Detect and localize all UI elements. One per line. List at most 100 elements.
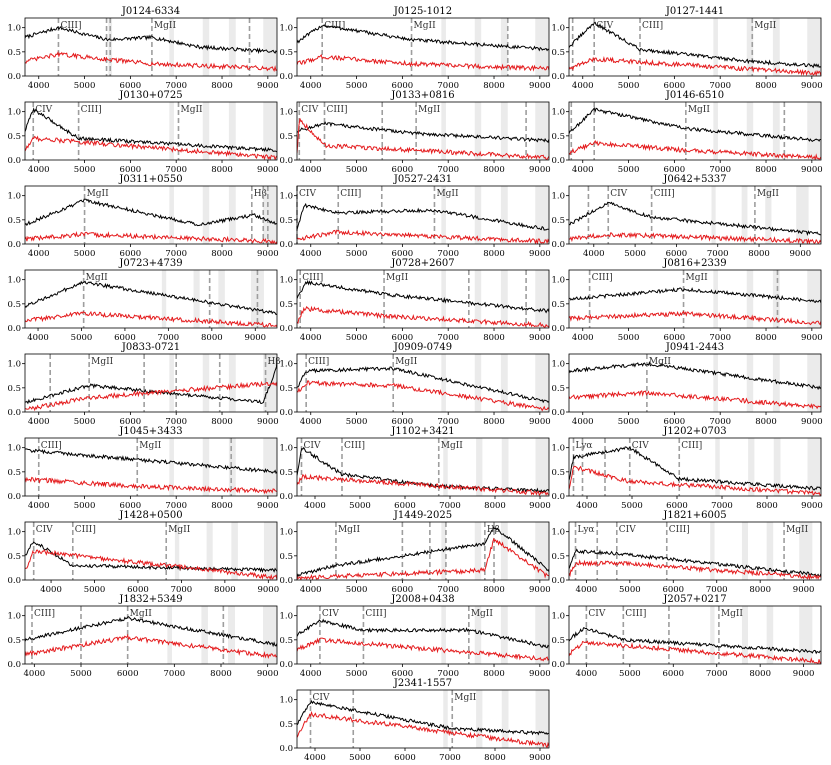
telluric-band bbox=[746, 270, 754, 328]
y-tick-label: 0.0 bbox=[551, 156, 565, 166]
spectrum-panel: CIV CIII] MgII 4000 5000 6000 7000 8000 9000 0.0 0… bbox=[551, 594, 822, 679]
x-tick-label: 7000 bbox=[437, 585, 459, 595]
telluric-band bbox=[807, 354, 821, 412]
x-tick-label: 8000 bbox=[749, 585, 771, 595]
telluric-band bbox=[713, 102, 718, 160]
line-label: MgII bbox=[471, 609, 494, 619]
panel-title: J0941-2443 bbox=[665, 342, 724, 353]
line-label: CIV bbox=[35, 105, 52, 115]
telluric-band bbox=[500, 18, 508, 76]
telluric-band bbox=[741, 522, 749, 580]
spectrum-panel: CIII] MgII 4000 5000 6000 7000 8000 9000 0.0 0.5 1… bbox=[279, 342, 550, 427]
line-label: CIII] bbox=[302, 273, 323, 283]
black-spectrum-line bbox=[25, 25, 277, 55]
x-tick-label: 6000 bbox=[666, 501, 688, 511]
line-label: MgII bbox=[441, 441, 464, 451]
black-spectrum-line bbox=[297, 699, 549, 736]
x-tick-label: 7000 bbox=[437, 669, 459, 679]
x-tick-label: 9000 bbox=[529, 501, 551, 511]
y-tick-label: 0.5 bbox=[279, 636, 293, 646]
telluric-band bbox=[263, 186, 277, 244]
panel-title: J1102+3421 bbox=[390, 426, 454, 437]
x-tick-label: 8000 bbox=[484, 753, 506, 763]
x-tick-label: 7000 bbox=[158, 333, 180, 343]
x-tick-label: 4000 bbox=[572, 81, 594, 91]
y-tick-label: 0.5 bbox=[279, 48, 293, 58]
plot-frame bbox=[24, 437, 278, 497]
panel-title: J0833-0721 bbox=[121, 342, 180, 353]
black-spectrum-line bbox=[297, 121, 549, 144]
black-spectrum-line bbox=[297, 526, 549, 578]
telluric-band bbox=[441, 186, 446, 244]
x-tick-label: 5000 bbox=[618, 417, 640, 427]
spectrum-panel: CIV CIII] MgII 4000 5000 6000 7000 8000 9000 0.0 0… bbox=[279, 174, 550, 259]
line-label: MgII bbox=[436, 189, 459, 199]
panel-title: J0723+4739 bbox=[118, 258, 182, 269]
panel-title: J0642+5337 bbox=[662, 174, 726, 185]
x-tick-label: 7000 bbox=[707, 249, 729, 259]
y-tick-label: 1.0 bbox=[7, 276, 21, 286]
x-tick-label: 5000 bbox=[346, 417, 368, 427]
line-label: CIII] bbox=[326, 105, 347, 115]
panel-title: J1832+5349 bbox=[118, 594, 182, 605]
y-tick-label: 1.0 bbox=[551, 612, 565, 622]
black-spectrum-line bbox=[25, 107, 277, 153]
telluric-band bbox=[807, 102, 821, 160]
telluric-band bbox=[263, 606, 277, 664]
telluric-band bbox=[535, 522, 549, 580]
x-tick-label: 6000 bbox=[120, 249, 142, 259]
x-tick-label: 6000 bbox=[392, 669, 414, 679]
x-tick-label: 7000 bbox=[709, 81, 731, 91]
x-tick-label: 5000 bbox=[349, 753, 371, 763]
spectrum-panel: CIV CIII] MgII 4000 5000 6000 7000 8000 9000 0.0 0… bbox=[551, 174, 822, 259]
telluric-band bbox=[535, 438, 549, 496]
y-tick-label: 0.5 bbox=[7, 48, 21, 58]
line-label: MgII bbox=[649, 357, 672, 367]
red-spectrum-line bbox=[569, 231, 821, 244]
x-tick-label: 5000 bbox=[346, 165, 368, 175]
line-label: MgII bbox=[130, 609, 153, 619]
black-spectrum-line bbox=[297, 202, 549, 231]
y-tick-label: 0.0 bbox=[7, 324, 21, 334]
y-tick-label: 0.5 bbox=[7, 636, 21, 646]
y-tick-label: 0.5 bbox=[7, 468, 21, 478]
black-spectrum-line bbox=[569, 106, 821, 143]
line-label: CIII] bbox=[75, 525, 96, 535]
line-label: CIV bbox=[304, 441, 321, 451]
spectrum-panel: Lyα CIV CIII] 4000 5000 6000 7000 8000 9000 0.0 0.… bbox=[551, 426, 822, 511]
line-label: MgII bbox=[86, 273, 109, 283]
line-label: MgII bbox=[454, 693, 477, 703]
x-tick-label: 4000 bbox=[27, 333, 49, 343]
telluric-band bbox=[772, 18, 780, 76]
telluric-band bbox=[535, 270, 549, 328]
y-tick-label: 0.5 bbox=[551, 384, 565, 394]
y-tick-label: 0.5 bbox=[7, 384, 21, 394]
line-label: CIII] bbox=[340, 189, 361, 199]
x-tick-label: 6000 bbox=[120, 165, 142, 175]
x-tick-label: 4000 bbox=[300, 417, 322, 427]
panel-title: J1821+6005 bbox=[662, 510, 726, 521]
telluric-band bbox=[263, 18, 277, 76]
telluric-band bbox=[443, 690, 448, 748]
plot-frame bbox=[568, 353, 822, 413]
x-tick-label: 7000 bbox=[437, 417, 459, 427]
panel-title: J0816+2339 bbox=[662, 258, 726, 269]
spectrum-panel: CIV CIII] MgII 4000 5000 6000 7000 8000 9000 0.0 0… bbox=[279, 426, 550, 511]
red-spectrum-line bbox=[297, 537, 549, 580]
telluric-band bbox=[500, 102, 508, 160]
telluric-band bbox=[228, 354, 236, 412]
y-tick-label: 1.0 bbox=[279, 276, 293, 286]
y-tick-label: 1.0 bbox=[551, 276, 565, 286]
red-spectrum-line bbox=[25, 633, 277, 659]
x-tick-label: 5000 bbox=[349, 501, 371, 511]
y-tick-label: 1.0 bbox=[551, 192, 565, 202]
plot-frame bbox=[568, 269, 822, 329]
plot-frame bbox=[24, 101, 278, 161]
x-tick-label: 4000 bbox=[40, 585, 62, 595]
y-tick-label: 1.0 bbox=[551, 528, 565, 538]
telluric-band bbox=[772, 102, 780, 160]
x-tick-label: 7000 bbox=[439, 501, 461, 511]
y-tick-label: 0.5 bbox=[551, 636, 565, 646]
x-tick-label: 5000 bbox=[70, 669, 92, 679]
y-tick-label: 0.5 bbox=[7, 216, 21, 226]
